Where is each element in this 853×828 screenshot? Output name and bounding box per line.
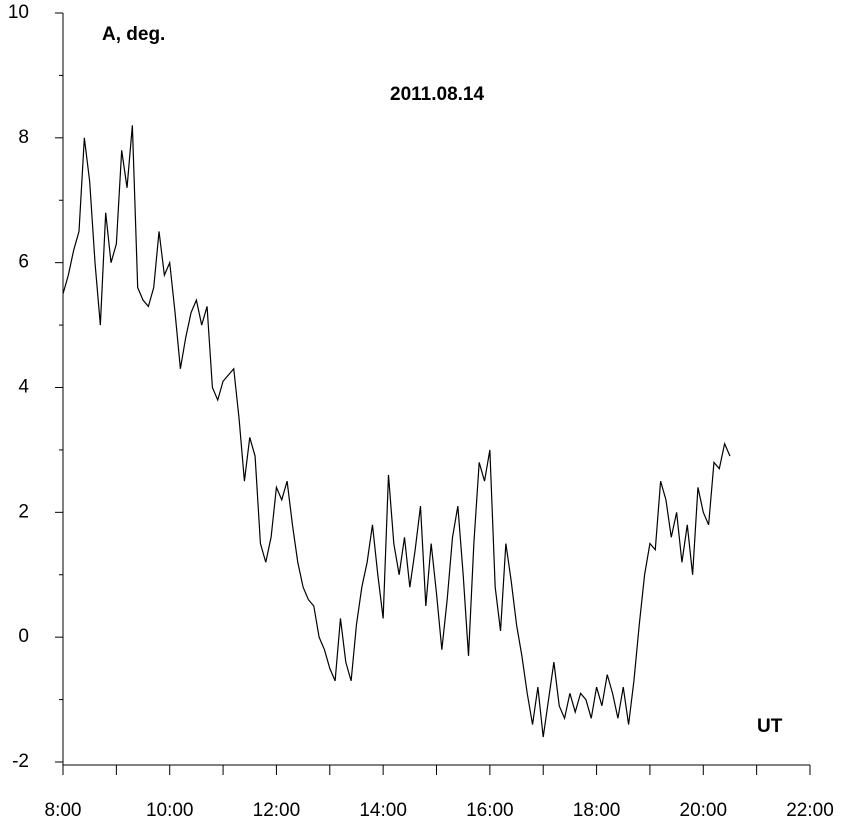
x-tick-label: 8:00 xyxy=(45,800,82,821)
y-tick-label: 2 xyxy=(18,501,29,522)
chart-title: 2011.08.14 xyxy=(390,84,484,105)
x-tick-label: 10:00 xyxy=(146,800,194,821)
x-tick-label: 16:00 xyxy=(466,800,514,821)
y-tick-label: -2 xyxy=(12,751,29,772)
y-tick-label: 6 xyxy=(18,252,29,273)
data-line xyxy=(62,125,731,738)
x-tick-label: 22:00 xyxy=(786,800,834,821)
x-tick-label: 12:00 xyxy=(253,800,301,821)
y-tick-label: 4 xyxy=(18,377,29,398)
x-tick-label: 20:00 xyxy=(680,800,728,821)
y-axis-label: A, deg. xyxy=(102,24,165,45)
y-tick-label: 0 xyxy=(18,626,29,647)
x-axis-label: UT xyxy=(757,716,783,737)
y-tick-label: 10 xyxy=(8,2,29,23)
y-tick-label: 8 xyxy=(18,127,29,148)
x-tick-label: 14:00 xyxy=(359,800,407,821)
x-tick-label: 18:00 xyxy=(573,800,621,821)
